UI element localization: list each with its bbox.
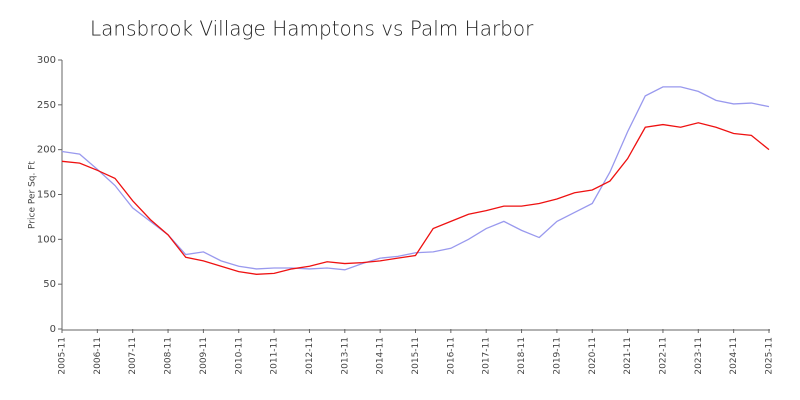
chart-title: Lansbrook Village Hamptons vs Palm Harbo… [90, 17, 534, 41]
y-tick-label: 250 [37, 100, 56, 111]
series-line [61, 86, 770, 271]
x-tick-label: 2009-11 [199, 337, 209, 375]
series-line [61, 122, 770, 275]
x-tick-label: 2008-11 [164, 337, 174, 375]
x-tick-label: 2017-11 [482, 337, 492, 375]
x-tick-label: 2021-11 [623, 337, 633, 375]
y-tick-label: 300 [37, 55, 56, 66]
y-tick-label: 0 [50, 324, 56, 335]
y-tick-label: 100 [37, 234, 56, 245]
x-tick-label: 2022-11 [658, 337, 668, 375]
y-tick-label: 50 [43, 279, 56, 290]
x-tick-label: 2014-11 [376, 337, 386, 375]
x-tick-label: 2019-11 [552, 337, 562, 375]
x-tick-label: 2018-11 [517, 337, 527, 375]
x-tick-label: 2013-11 [340, 337, 350, 375]
x-tick-label: 2011-11 [270, 337, 280, 375]
y-tick-label: 150 [37, 190, 56, 201]
x-tick-label: 2023-11 [694, 337, 704, 375]
x-tick-label: 2020-11 [588, 337, 598, 375]
x-tick-label: 2012-11 [305, 337, 315, 375]
x-tick-label: 2016-11 [446, 337, 456, 375]
x-tick-label: 2024-11 [729, 337, 739, 375]
x-tick-label: 2015-11 [411, 337, 421, 375]
x-tick-label: 2007-11 [128, 337, 138, 375]
x-tick-label: 2025-11 [765, 337, 775, 375]
x-tick-label: 2005-11 [58, 337, 68, 375]
x-tick-label: 2006-11 [93, 337, 103, 375]
y-tick-label: 200 [37, 145, 56, 156]
x-tick-label: 2010-11 [234, 337, 244, 375]
y-axis-label: Price Per Sq. Ft [28, 161, 38, 229]
